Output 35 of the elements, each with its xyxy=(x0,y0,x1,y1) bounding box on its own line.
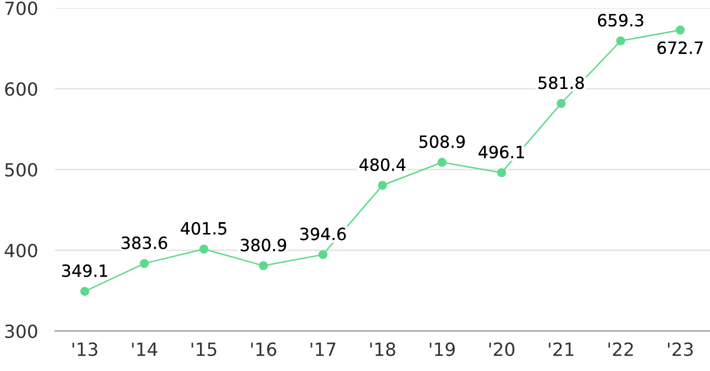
x-tick-label: '17 xyxy=(310,342,336,356)
data-label: 659.3 xyxy=(598,14,644,27)
point xyxy=(497,168,506,178)
point xyxy=(438,158,447,167)
y-tick-label: 600 xyxy=(5,82,38,96)
y-tick-label: 400 xyxy=(4,244,38,258)
point xyxy=(556,98,566,108)
data-label: 508.9 xyxy=(419,135,465,148)
point xyxy=(199,244,208,254)
x-tick-label: '21 xyxy=(548,342,574,356)
x-tick-label: '19 xyxy=(430,342,455,356)
data-label: 401.5 xyxy=(180,222,226,235)
x-tick-label: '14 xyxy=(132,342,158,356)
y-tick-label: 500 xyxy=(5,162,38,177)
x-tick-label: '13 xyxy=(72,342,98,356)
point xyxy=(80,286,90,296)
x-tick-label: '18 xyxy=(370,342,396,356)
data-label: 672.7 xyxy=(658,41,703,54)
x-tick-label: '23 xyxy=(668,342,693,356)
x-tick-label: '22 xyxy=(608,342,633,356)
point xyxy=(676,26,685,35)
y-tick-label: 300 xyxy=(5,324,38,338)
x-tick-label: '15 xyxy=(192,342,216,356)
point xyxy=(140,258,149,268)
x-tick-label: '20 xyxy=(489,342,514,356)
data-label: 480.4 xyxy=(359,158,406,171)
point xyxy=(258,261,268,270)
data-label: 383.6 xyxy=(122,236,168,250)
point xyxy=(378,180,388,190)
x-tick-label: '16 xyxy=(251,342,276,356)
point xyxy=(318,250,328,260)
data-label: 380.9 xyxy=(240,238,286,252)
y-tick-label: 700 xyxy=(5,1,38,16)
data-label: 349.1 xyxy=(62,264,108,278)
point xyxy=(616,36,626,46)
